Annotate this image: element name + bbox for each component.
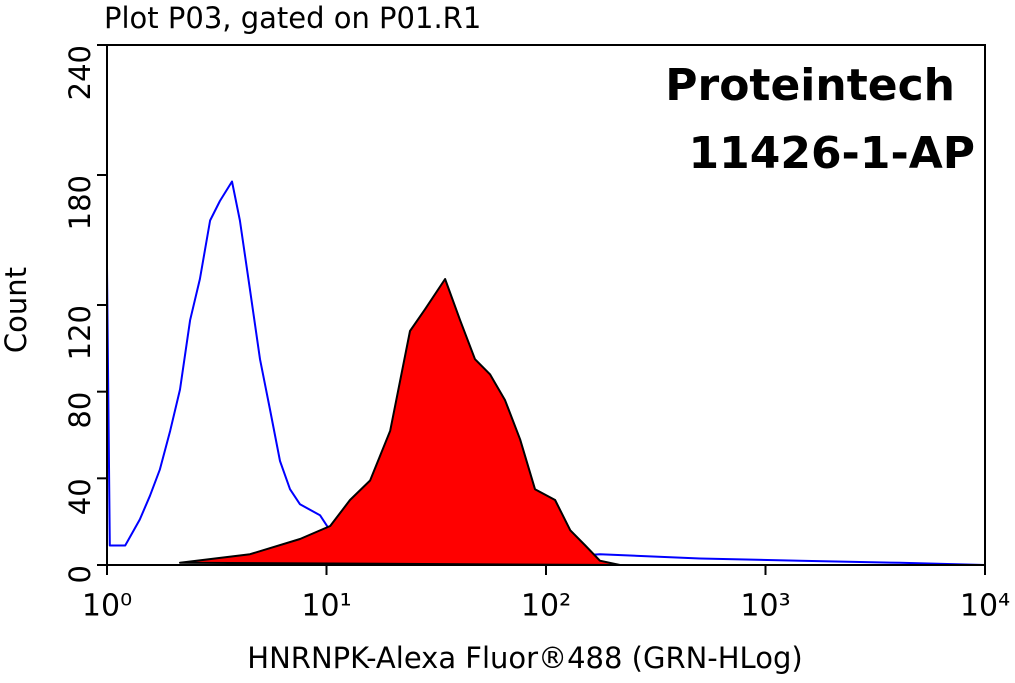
chart-title: Plot P03, gated on P01.R1 xyxy=(104,1,481,35)
plot-frame xyxy=(106,44,986,566)
x-tick-label: 10¹ xyxy=(301,589,351,624)
y-tick-label: 40 xyxy=(63,478,97,515)
x-axis-label: HNRNPK-Alexa Fluor®488 (GRN-HLog) xyxy=(247,641,802,675)
plot-area xyxy=(106,180,986,566)
x-tick-label: 10³ xyxy=(740,589,790,624)
y-tick-label: 120 xyxy=(63,305,97,360)
filled-histogram xyxy=(179,278,621,566)
x-tick-label: 10⁰ xyxy=(82,589,132,624)
y-tick-label: 240 xyxy=(63,45,97,100)
x-tick-label: 10² xyxy=(521,589,571,624)
y-tick-label: 180 xyxy=(63,175,97,230)
y-tick-label: 0 xyxy=(63,565,97,583)
annotation: 11426-1-AP xyxy=(688,128,975,179)
annotation: Proteintech xyxy=(665,60,955,111)
y-axis-label: Count xyxy=(0,267,33,353)
x-tick-label: 10⁴ xyxy=(960,589,1010,624)
y-tick-label: 80 xyxy=(63,392,97,429)
